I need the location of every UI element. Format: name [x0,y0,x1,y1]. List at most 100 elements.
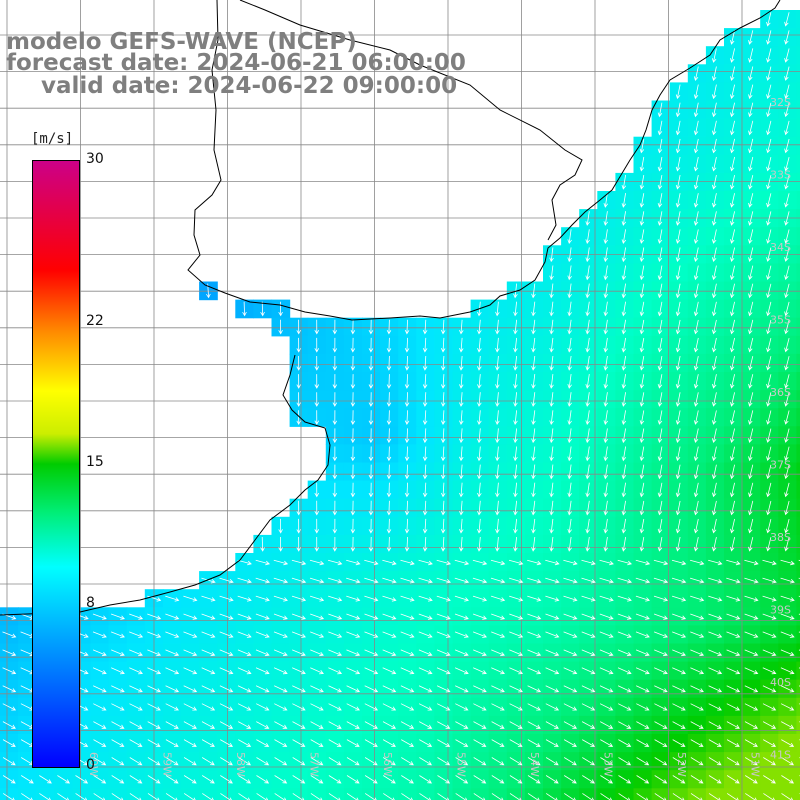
wind-vector-arrow [603,337,609,353]
wind-vector-arrow [364,649,379,657]
wind-vector-arrow [603,392,609,407]
wind-vector-arrow [350,464,356,480]
wind-vector-arrow [603,374,609,389]
wind-vector-arrow [563,595,578,602]
wind-vector-arrow [585,355,590,371]
wind-vector-arrow [766,319,772,335]
wind-vector-arrow [237,595,252,602]
wind-vector-arrow [748,175,754,190]
wind-vector-arrow [455,739,469,747]
wind-vector-arrow [404,446,410,462]
wind-vector-arrow [763,739,777,747]
wind-vector-arrow [549,301,554,317]
wind-vector-arrow [93,685,107,693]
wind-vector-arrow [201,595,216,602]
wind-vector-arrow [545,703,560,711]
wind-vector-arrow [332,355,338,371]
wind-vector-arrow [744,685,759,693]
wind-vector-arrow [404,392,410,407]
wind-speed-cell [90,788,110,800]
wind-vector-field [2,12,800,800]
wind-vector-arrow [364,721,378,729]
wind-vector-arrow [621,229,627,245]
wind-vector-arrow [219,667,234,675]
longitude-label: 55W [455,752,468,777]
wind-vector-arrow [567,374,572,389]
wind-speed-cell [796,734,800,753]
wind-vector-arrow [711,283,717,299]
wind-vector-arrow [784,120,790,136]
wind-vector-arrow [784,301,790,317]
wind-vector-arrow [581,559,596,566]
wind-speed-cell [470,788,490,800]
wind-vector-arrow [636,703,650,711]
wind-vector-arrow [693,319,699,335]
wind-vector-arrow [292,721,306,729]
wind-vector-arrow [657,120,663,136]
wind-vector-arrow [675,229,681,244]
wind-vector-arrow [292,685,306,693]
wind-vector-arrow [422,392,428,407]
wind-vector-arrow [730,120,735,136]
wind-vector-arrow [784,537,790,552]
wind-vector-arrow [472,559,488,566]
valid-date: valid date: 2024-06-22 09:00:00 [41,73,458,99]
wind-vector-arrow [418,685,433,693]
wind-vector-arrow [531,428,536,444]
wind-vector-arrow [75,775,89,784]
wind-vector-arrow [711,428,717,444]
wind-vector-arrow [454,649,469,657]
wind-vector-arrow [310,667,324,675]
wind-vector-arrow [766,247,772,262]
wind-vector-arrow [730,301,735,317]
wind-vector-arrow [621,536,627,552]
wind-vector-arrow [386,374,392,389]
wind-speed-cell [796,390,800,409]
latitude-label: 36S [770,386,791,399]
wind-vector-arrow [675,193,681,208]
wind-vector-arrow [309,559,325,566]
wind-vector-arrow [585,500,590,516]
latitude-label: 40S [770,676,791,689]
wind-speed-cell [796,571,800,590]
wind-vector-arrow [563,721,578,729]
wind-vector-arrow [455,703,469,711]
wind-vector-arrow [440,410,446,426]
wind-vector-arrow [766,138,772,154]
wind-vector-arrow [183,703,198,711]
wind-vector-arrow [364,685,379,693]
wind-vector-arrow [675,337,681,353]
wind-vector-arrow [527,667,542,675]
wind-vector-arrow [368,374,374,389]
wind-vector-arrow [675,138,681,154]
latitude-label: 32S [770,96,791,109]
wind-vector-arrow [400,577,415,584]
wind-vector-arrow [400,685,415,693]
wind-vector-arrow [495,392,500,407]
wind-vector-arrow [454,577,470,584]
wind-vector-arrow [784,102,790,118]
wind-vector-arrow [748,120,754,136]
wind-vector-arrow [92,613,107,620]
wind-vector-arrow [513,283,518,299]
wind-vector-arrow [473,703,487,711]
wind-vector-arrow [509,613,524,620]
wind-speed-cell [36,788,55,800]
wind-vector-arrow [748,211,754,226]
wind-vector-arrow [618,739,632,747]
wind-vector-arrow [711,518,717,534]
wind-vector-arrow [545,775,559,784]
wind-vector-arrow [748,392,754,407]
wind-vector-arrow [219,613,234,620]
wind-vector-arrow [436,595,451,602]
wind-vector-arrow [784,283,790,299]
wind-vector-arrow [730,229,735,244]
wind-vector-arrow [726,703,741,711]
wind-vector-arrow [621,247,627,263]
wind-vector-arrow [748,410,754,425]
wind-vector-arrow [766,265,772,280]
wind-vector-arrow [563,577,578,584]
wind-vector-arrow [549,283,554,299]
wind-vector-arrow [748,356,754,371]
wind-vector-arrow [147,721,161,729]
